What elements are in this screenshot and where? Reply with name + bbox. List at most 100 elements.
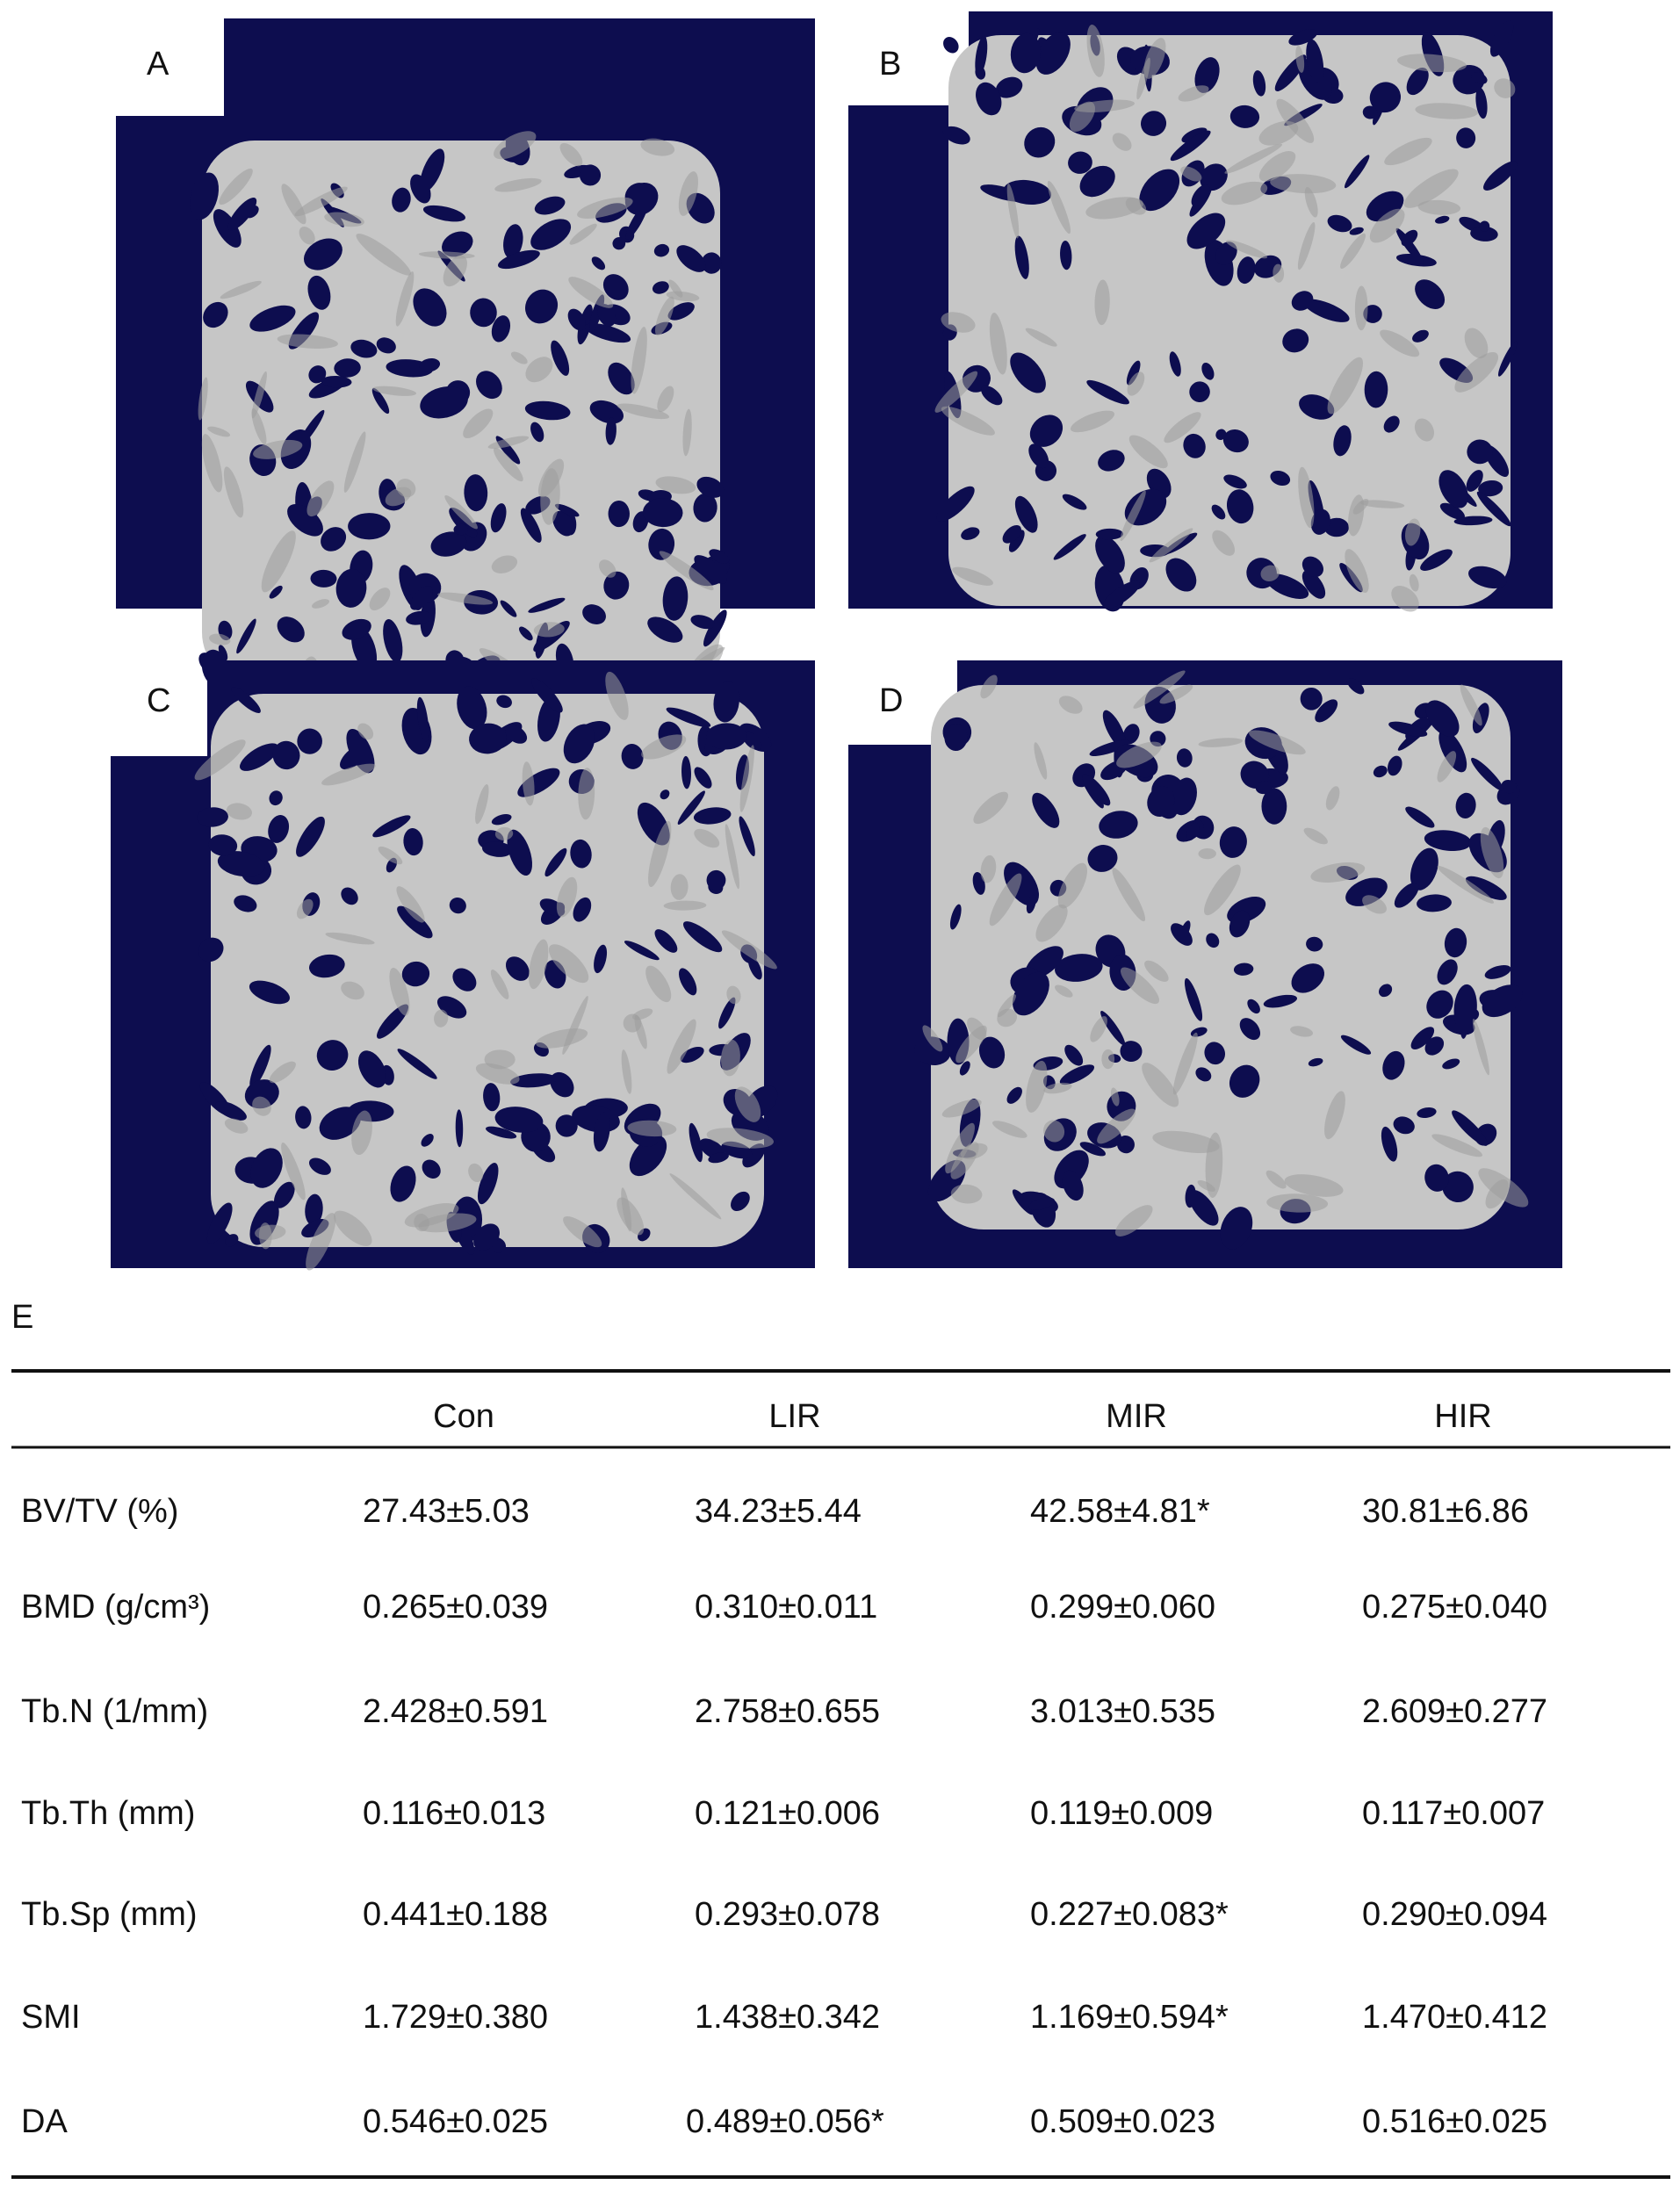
pore — [552, 510, 574, 537]
trabecula — [1058, 696, 1083, 714]
pore — [981, 386, 1003, 406]
pore — [1095, 528, 1124, 540]
pore — [390, 1165, 416, 1202]
pore — [1002, 524, 1021, 544]
trabecula — [475, 783, 489, 825]
trabecula — [1054, 984, 1073, 998]
trabecula — [1043, 1082, 1072, 1094]
trabecula — [1249, 730, 1306, 755]
trabecula — [1026, 1060, 1048, 1113]
trabecula — [1086, 24, 1105, 77]
trabecula — [955, 1025, 987, 1064]
pore — [942, 126, 970, 145]
pore — [1439, 502, 1465, 520]
pore — [420, 386, 468, 419]
pore — [231, 687, 261, 713]
pore — [1382, 1050, 1405, 1080]
pore — [272, 740, 300, 770]
pore — [1055, 954, 1103, 982]
trabecula — [678, 171, 698, 216]
trabecula — [1125, 197, 1147, 215]
pore — [208, 834, 238, 856]
pore — [197, 807, 228, 827]
pore — [273, 1181, 295, 1208]
trabecula — [1090, 1016, 1107, 1042]
trabecula — [1142, 1063, 1179, 1107]
pore — [608, 362, 635, 395]
pore — [1270, 470, 1291, 487]
pore — [476, 371, 502, 400]
pore — [1476, 491, 1511, 527]
trabecula — [1391, 586, 1419, 612]
pore — [1424, 1036, 1445, 1056]
trabecula — [475, 1063, 520, 1085]
pore — [567, 308, 586, 331]
pore — [1424, 1164, 1449, 1192]
pore — [1003, 179, 1052, 206]
trabecula — [641, 734, 687, 760]
trabecula — [220, 280, 262, 299]
pore — [544, 847, 567, 877]
pore — [689, 1122, 703, 1163]
pore — [477, 1163, 499, 1205]
trabecula — [577, 197, 633, 220]
pore — [943, 37, 959, 54]
pore — [1395, 227, 1424, 264]
trabecula — [296, 898, 314, 919]
trabecula — [1290, 1026, 1314, 1037]
pore — [1442, 1058, 1460, 1070]
pore — [346, 728, 375, 774]
pore — [1226, 489, 1254, 524]
trabecula — [396, 479, 416, 498]
trabecula — [657, 386, 674, 413]
row-label: DA — [21, 2103, 68, 2140]
trabecula — [219, 168, 253, 206]
pore — [1120, 1041, 1143, 1063]
trabecula — [1133, 670, 1186, 709]
trabecula — [706, 1128, 774, 1149]
pore — [1393, 1116, 1415, 1135]
pore — [217, 851, 265, 877]
pore — [530, 219, 572, 250]
pore — [1417, 894, 1452, 912]
pore — [406, 610, 432, 625]
trabecula — [1273, 263, 1285, 283]
trabecula — [941, 1099, 982, 1118]
pore — [473, 1223, 500, 1251]
pore — [694, 767, 712, 789]
trabecula — [1057, 862, 1088, 909]
pore — [1122, 724, 1140, 745]
pore — [1425, 700, 1460, 738]
pore — [591, 256, 606, 270]
trabecula — [1198, 848, 1216, 860]
pore — [1315, 699, 1338, 723]
trabecula — [720, 1039, 740, 1077]
pore — [1215, 429, 1227, 440]
trabecula — [1094, 279, 1110, 326]
pore — [249, 1044, 271, 1089]
pore — [453, 523, 469, 536]
pore — [1452, 1110, 1488, 1146]
trabecula — [277, 334, 338, 349]
pore — [1237, 256, 1256, 285]
column-header: Con — [433, 1398, 494, 1435]
trabecula — [663, 900, 707, 911]
trabecula — [207, 426, 231, 437]
pore — [1420, 549, 1453, 571]
pore — [593, 1112, 610, 1152]
trabecula — [578, 768, 595, 820]
pore — [936, 486, 975, 523]
pore — [1438, 729, 1467, 773]
trabecula — [1159, 684, 1193, 704]
pore — [660, 790, 670, 800]
pore — [481, 841, 513, 857]
table-cell: 1.438±0.342 — [695, 1999, 880, 2036]
pore — [1255, 781, 1273, 795]
pore — [1479, 220, 1490, 232]
pore — [1147, 786, 1175, 817]
pore — [1068, 151, 1092, 174]
pore — [1229, 910, 1251, 938]
table-cell: 0.119±0.009 — [1030, 1795, 1213, 1832]
pore — [1299, 394, 1335, 420]
trabecula — [1327, 357, 1364, 415]
